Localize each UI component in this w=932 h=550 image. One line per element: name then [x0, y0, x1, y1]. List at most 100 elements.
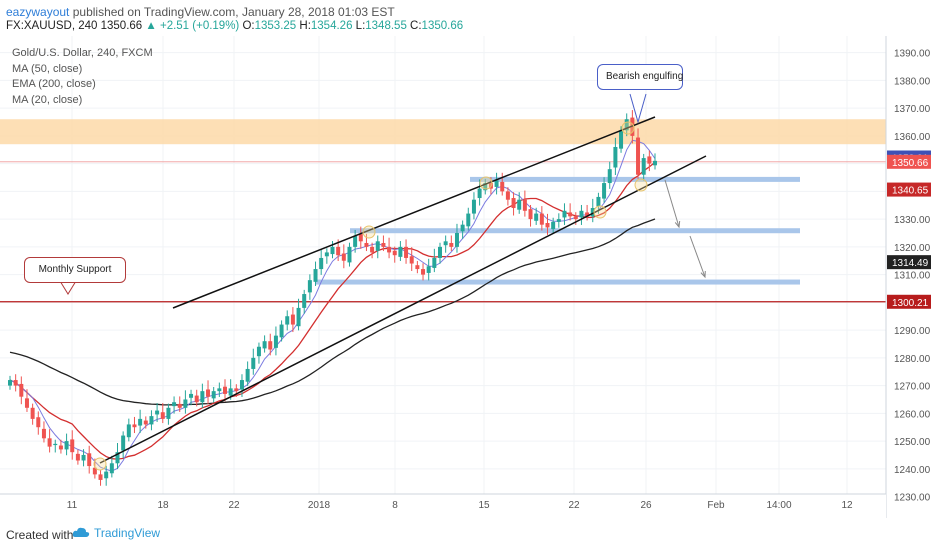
candle-body	[443, 241, 448, 246]
candle-body	[160, 412, 165, 419]
y-tick-label: 1320.00	[894, 243, 931, 254]
candle-body	[19, 383, 24, 397]
candle-body	[517, 199, 522, 210]
candle-body	[143, 420, 148, 425]
candle-body	[211, 391, 216, 399]
x-tick-label: Feb	[707, 500, 725, 511]
y-tick-label: 1390.00	[894, 49, 931, 60]
close-label: C:	[410, 20, 422, 32]
bearish-engulfing-callout[interactable]: Bearish engulfing	[597, 64, 683, 90]
candle-body	[121, 435, 126, 451]
candle-body	[87, 453, 92, 467]
candle-body	[126, 424, 131, 438]
pivot-highlight	[621, 121, 635, 135]
candle-body	[58, 445, 63, 450]
candle-body	[477, 188, 482, 199]
candle-body	[528, 209, 533, 220]
candle-body	[624, 119, 629, 131]
candle-body	[500, 181, 505, 192]
candle-body	[64, 441, 69, 450]
cloud-icon	[72, 527, 90, 537]
price-tag-bg	[887, 154, 931, 169]
pivot-highlight	[93, 457, 107, 471]
candle-body	[92, 467, 97, 475]
price-tag-bg	[887, 294, 931, 309]
y-tick-label: 1250.00	[894, 437, 931, 448]
candle-body	[70, 439, 75, 453]
y-tick-label: 1310.00	[894, 271, 931, 282]
candle-body	[115, 452, 120, 464]
projection-arrow-2-head	[700, 270, 706, 279]
candle-body	[511, 198, 516, 209]
y-tick-label: 1330.00	[894, 215, 931, 226]
resistance-zone	[0, 119, 886, 145]
candle-body	[217, 388, 222, 392]
candle-body	[573, 216, 578, 220]
y-tick-label: 1370.00	[894, 104, 931, 115]
candle-body	[341, 253, 346, 261]
price-tag-bg	[887, 255, 931, 270]
ohlc-line: FX:XAUUSD, 240 1350.66 ▲ +2.51 (+0.19%) …	[6, 20, 463, 32]
price-axis-bg	[886, 36, 932, 518]
price-chart[interactable]: 1230.00 1240.00 1250.00 1260.00 1270.00 1280.…	[0, 36, 932, 518]
candle-body	[647, 156, 652, 164]
candle-body	[149, 416, 154, 425]
created-with-text: Created with	[6, 528, 74, 542]
candle-body	[392, 250, 397, 256]
candle-body	[602, 183, 607, 199]
candle-body	[471, 199, 476, 214]
candle-body	[41, 428, 46, 439]
candle-body	[483, 183, 488, 191]
candle-body	[251, 357, 256, 369]
candle-body	[268, 341, 273, 350]
candle-body	[206, 389, 211, 397]
chart-header: eazywayout published on TradingView.com,…	[0, 0, 932, 36]
candle-body	[421, 269, 426, 275]
level-band	[315, 279, 800, 285]
candle-body	[534, 213, 539, 221]
projection-arrow-1	[664, 179, 680, 228]
legend-ema200[interactable]: EMA (200, close)	[12, 78, 96, 90]
pivot-highlight	[593, 205, 607, 219]
candle-body	[302, 294, 307, 308]
open-value: 1353.25	[254, 20, 297, 32]
close-value: 1350.66	[421, 20, 464, 32]
level-band	[470, 176, 800, 182]
candle-body	[556, 219, 561, 222]
channel-lower-line	[99, 155, 707, 464]
candle-body	[375, 241, 380, 251]
author-link[interactable]: eazywayout	[6, 5, 70, 19]
candle-body	[636, 137, 641, 175]
high-label: H:	[299, 20, 311, 32]
open-label: O:	[242, 20, 255, 32]
candle-body	[330, 246, 335, 255]
candle-body	[132, 424, 137, 428]
ma50-line	[9, 161, 656, 460]
candle-body	[596, 196, 601, 207]
candle-body	[75, 453, 80, 461]
candle-body	[256, 346, 261, 357]
candle-body	[8, 380, 12, 386]
candle-body	[522, 199, 527, 211]
candle-body	[432, 257, 437, 268]
candle-body	[177, 403, 182, 408]
candle-body	[307, 280, 312, 293]
candle-body	[234, 388, 239, 392]
candle-body	[228, 388, 233, 396]
candle-body	[313, 269, 318, 282]
candle-body	[551, 221, 556, 230]
candle-body	[81, 454, 86, 461]
monthly-support-callout[interactable]: Monthly Support	[24, 257, 126, 283]
candle-body	[613, 146, 618, 168]
candle-body	[285, 316, 290, 325]
legend-ma50[interactable]: MA (50, close)	[12, 62, 83, 75]
footer: Created with TradingView	[0, 518, 932, 550]
candle-body	[239, 380, 244, 390]
legend-ma20[interactable]: MA (20, close)	[12, 93, 83, 106]
pivot-highlight	[362, 225, 376, 239]
candle-body	[13, 380, 18, 386]
candle-body	[296, 307, 301, 327]
y-tick-label: 1230.00	[894, 493, 931, 504]
candle-body	[641, 158, 646, 175]
tradingview-logo[interactable]: TradingView	[72, 526, 160, 540]
